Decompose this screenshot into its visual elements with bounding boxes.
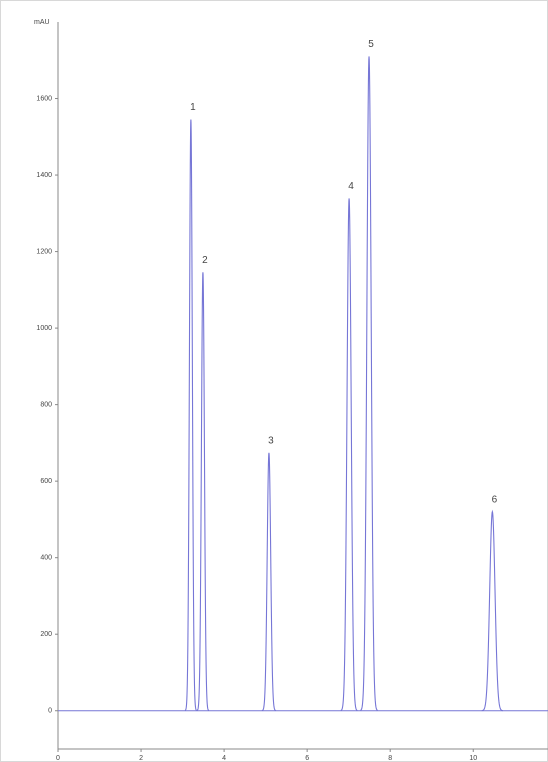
y-tick-label: 800 — [40, 401, 52, 408]
x-tick-label: 10 — [469, 755, 477, 762]
y-tick-label: 600 — [40, 478, 52, 485]
peak — [481, 509, 504, 712]
peak-label: 5 — [368, 39, 374, 50]
peak-label: 2 — [202, 255, 208, 266]
y-tick-label: 1200 — [36, 248, 52, 255]
y-axis-label: mAU — [34, 19, 50, 26]
y-tick-label: 0 — [48, 708, 52, 715]
peak-label: 3 — [268, 435, 274, 446]
x-tick-label: 0 — [56, 755, 60, 762]
x-tick-label: 8 — [388, 755, 392, 762]
peak-label: 4 — [348, 181, 354, 192]
peak — [261, 452, 277, 712]
y-tick-label: 1400 — [36, 172, 52, 179]
y-tick-label: 200 — [40, 631, 52, 638]
x-tick-label: 2 — [139, 755, 143, 762]
peak-label: 1 — [190, 102, 196, 113]
x-tick-label: 4 — [222, 755, 226, 762]
peak — [184, 119, 197, 711]
peak — [360, 56, 378, 712]
peak-label: 6 — [492, 494, 498, 505]
y-tick-label: 1600 — [36, 95, 52, 102]
y-tick-label: 1000 — [36, 325, 52, 332]
x-tick-label: 6 — [305, 755, 309, 762]
y-tick-label: 400 — [40, 555, 52, 562]
peak — [340, 198, 358, 712]
peak — [196, 272, 210, 712]
